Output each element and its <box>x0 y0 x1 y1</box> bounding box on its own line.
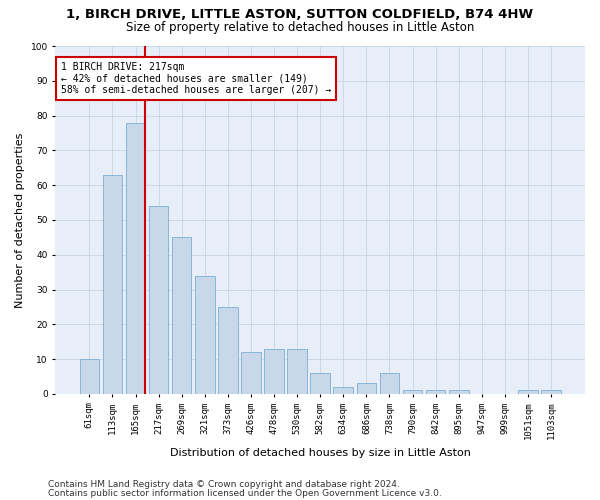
Bar <box>287 348 307 394</box>
Bar <box>241 352 261 394</box>
Text: Contains HM Land Registry data © Crown copyright and database right 2024.: Contains HM Land Registry data © Crown c… <box>48 480 400 489</box>
Bar <box>356 384 376 394</box>
Bar <box>426 390 445 394</box>
Bar <box>80 359 99 394</box>
Y-axis label: Number of detached properties: Number of detached properties <box>15 132 25 308</box>
Text: Size of property relative to detached houses in Little Aston: Size of property relative to detached ho… <box>126 21 474 34</box>
Bar <box>449 390 469 394</box>
Bar <box>518 390 538 394</box>
Bar <box>149 206 169 394</box>
X-axis label: Distribution of detached houses by size in Little Aston: Distribution of detached houses by size … <box>170 448 470 458</box>
Bar <box>403 390 422 394</box>
Text: 1 BIRCH DRIVE: 217sqm
← 42% of detached houses are smaller (149)
58% of semi-det: 1 BIRCH DRIVE: 217sqm ← 42% of detached … <box>61 62 331 95</box>
Bar <box>541 390 561 394</box>
Bar <box>310 373 330 394</box>
Bar <box>103 174 122 394</box>
Bar <box>195 276 215 394</box>
Text: Contains public sector information licensed under the Open Government Licence v3: Contains public sector information licen… <box>48 488 442 498</box>
Bar <box>218 307 238 394</box>
Bar <box>125 122 145 394</box>
Bar <box>264 348 284 394</box>
Bar <box>172 238 191 394</box>
Bar <box>334 387 353 394</box>
Text: 1, BIRCH DRIVE, LITTLE ASTON, SUTTON COLDFIELD, B74 4HW: 1, BIRCH DRIVE, LITTLE ASTON, SUTTON COL… <box>67 8 533 20</box>
Bar <box>380 373 400 394</box>
